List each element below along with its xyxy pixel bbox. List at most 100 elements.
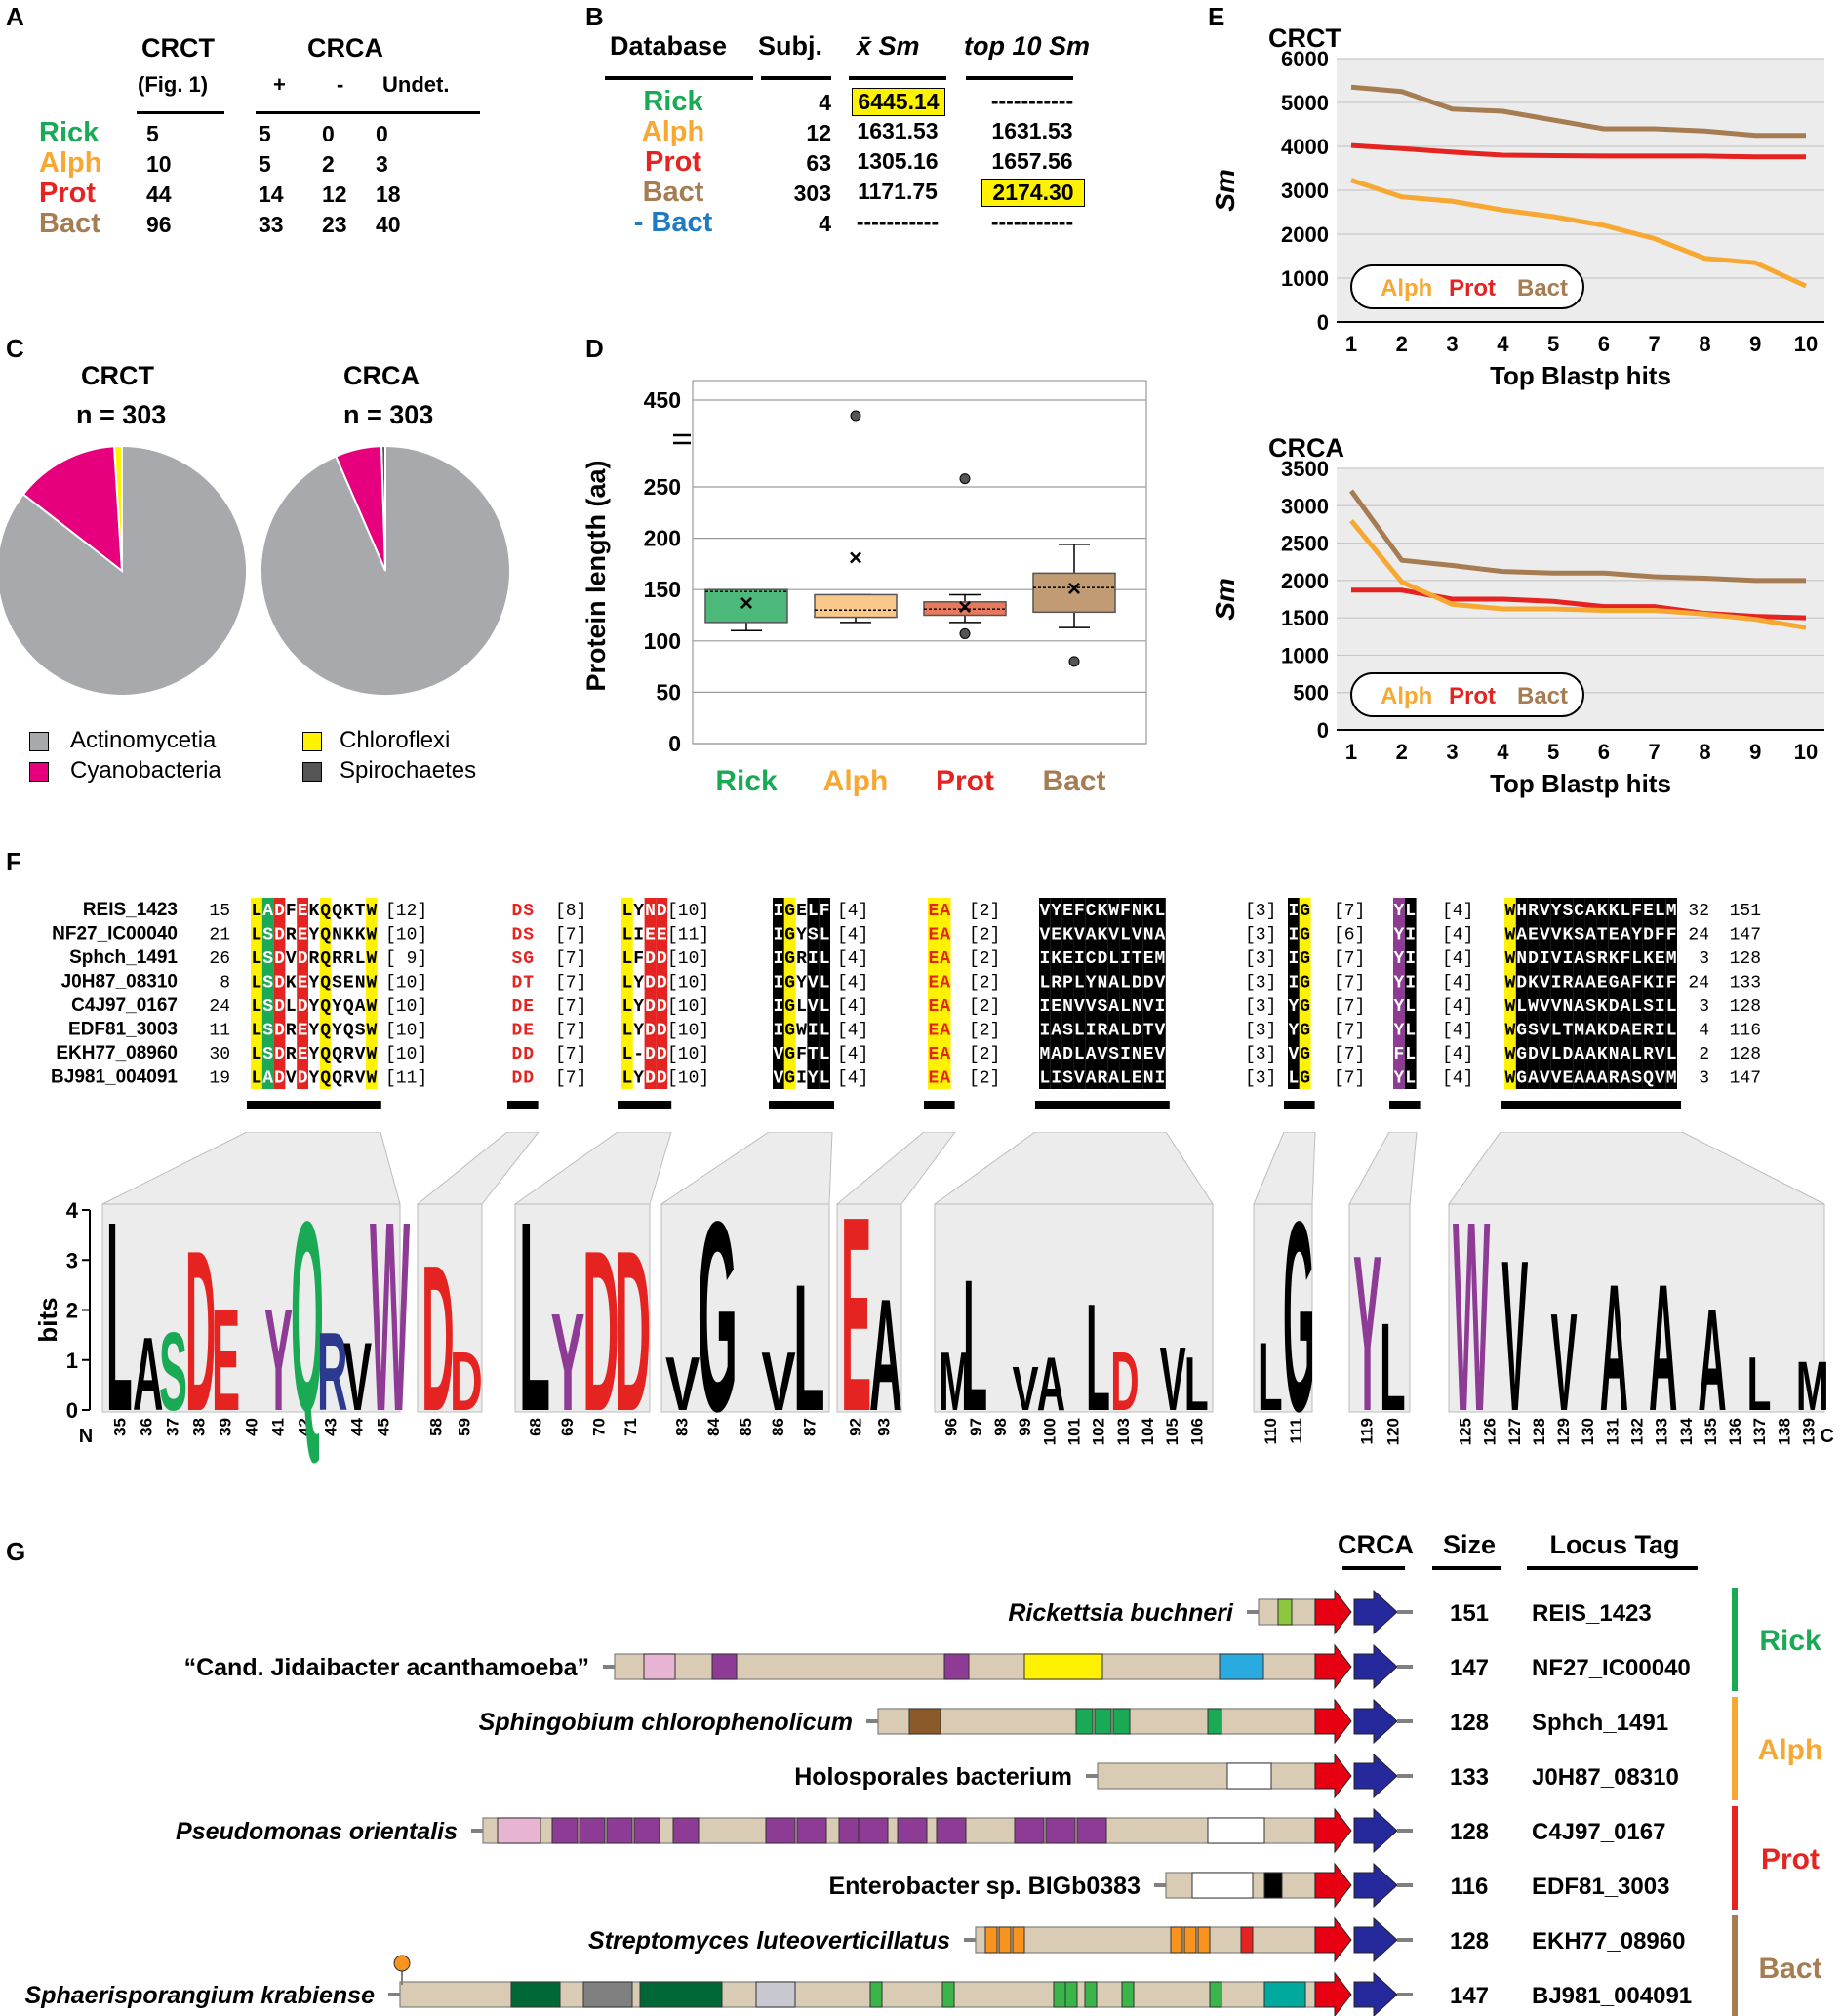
residue: I: [1655, 1022, 1665, 1041]
gap-length: [3]: [1245, 1069, 1276, 1089]
crct-arrow: [1314, 1589, 1352, 1635]
residue: Y: [308, 974, 319, 993]
residue-bg: [1085, 1065, 1097, 1089]
residue: I: [808, 1022, 819, 1041]
residue-bg: [1119, 1041, 1132, 1066]
residue-bg: [621, 898, 633, 922]
residue: K: [1597, 902, 1608, 921]
pie-crct-slice: [0, 444, 248, 697]
table-a-row-label: Alph: [39, 147, 102, 179]
residue: V: [1143, 997, 1154, 1017]
residue: V: [355, 1045, 366, 1065]
group-label: Rick: [1759, 1625, 1821, 1657]
table-a-cell: 0: [322, 121, 335, 146]
residue-bg: [261, 898, 274, 922]
domain-box: [606, 1817, 633, 1844]
residue: Y: [1288, 997, 1299, 1017]
residue: A: [1585, 1069, 1596, 1089]
residue-bg: [1404, 1065, 1417, 1089]
residue: V: [1097, 1045, 1107, 1065]
residue: Y: [1631, 926, 1642, 946]
residue: R: [1097, 1069, 1107, 1089]
block-bar: [769, 1101, 834, 1109]
seq-end-gap: 3: [1699, 1069, 1709, 1089]
residue: D: [1132, 974, 1142, 993]
residue: S: [1585, 997, 1596, 1017]
residue: K: [1597, 1022, 1608, 1041]
residue: E: [298, 926, 308, 946]
logo-position: 139: [1799, 1418, 1818, 1445]
residue: E: [298, 1022, 308, 1041]
y-tick-label: 250: [644, 474, 681, 500]
residue-bg: [1539, 946, 1551, 970]
residue: Q: [320, 1022, 331, 1041]
residue-bg: [1154, 1065, 1166, 1089]
residue: A: [1585, 1045, 1596, 1065]
residue: M: [1154, 949, 1165, 969]
logo-letter: L: [1747, 1343, 1772, 1428]
residue: L: [1655, 902, 1665, 921]
residue: D: [1528, 949, 1539, 969]
gene-size: 128: [1450, 1710, 1489, 1736]
domain-box: [998, 1926, 1012, 1954]
x-tick-label: 3: [1446, 332, 1458, 356]
logo-letter: Q: [291, 1166, 324, 1469]
domain-box: [1094, 1708, 1112, 1735]
logo-letter: W: [370, 1166, 410, 1469]
residue-bg: [1630, 1017, 1643, 1041]
residue: D: [298, 949, 308, 969]
domain-box: [510, 1981, 561, 2008]
residue-bg: [1504, 1065, 1516, 1089]
residue-bg: [819, 1041, 830, 1066]
residue: Y: [1288, 1022, 1299, 1041]
residue-bg: [1642, 1017, 1655, 1041]
domain-box: [869, 1981, 883, 2008]
residue-bg: [1393, 1017, 1405, 1041]
outlier: [959, 627, 971, 639]
residue: A: [1086, 926, 1097, 946]
logo-position: 38: [190, 1418, 209, 1436]
residue: L: [1551, 1045, 1562, 1065]
gap-length: [4]: [1442, 1045, 1473, 1065]
residue: D: [511, 1045, 522, 1065]
residue-bg: [1073, 1041, 1086, 1066]
table-a-subheader: (Fig. 1): [138, 72, 209, 97]
residue: N: [1097, 974, 1107, 993]
residue-bg: [656, 969, 668, 993]
residue-bg: [1050, 921, 1062, 946]
residue: D: [511, 997, 522, 1017]
logo-letter: E: [212, 1279, 240, 1442]
group-bracket: [1732, 1697, 1738, 1800]
logo-letter: V: [1013, 1354, 1039, 1425]
logo-position: 133: [1653, 1418, 1671, 1445]
residue-bg: [273, 898, 286, 922]
residue-bg: [1608, 921, 1620, 946]
locus-tag: EKH77_08960: [1532, 1928, 1685, 1955]
residue-bg: [1562, 969, 1574, 993]
residue: D: [645, 1069, 656, 1089]
crct-arrow: [1314, 1753, 1352, 1799]
residue: Q: [320, 902, 331, 921]
logo-position: 97: [967, 1418, 985, 1436]
residue-bg: [928, 993, 940, 1018]
residue: D: [645, 949, 656, 969]
residue: G: [784, 926, 795, 946]
residue: K: [1528, 974, 1539, 993]
residue-bg: [1142, 993, 1154, 1018]
residue: V: [773, 1045, 783, 1065]
residue: L: [1405, 1022, 1416, 1041]
residue-bg: [261, 993, 274, 1018]
logo-group-box: [1253, 1203, 1313, 1413]
residue-bg: [1573, 969, 1585, 993]
residue: D: [645, 974, 656, 993]
residue-bg: [1073, 946, 1086, 970]
residue-bg: [1665, 946, 1677, 970]
residue-bg: [1550, 993, 1562, 1018]
residue: Y: [633, 1069, 644, 1089]
residue: K: [1051, 949, 1061, 969]
table-b-cell: -----------: [990, 209, 1074, 234]
residue: D: [523, 1045, 534, 1065]
residue-bg: [1073, 898, 1086, 922]
crca-arrow: [1353, 1862, 1398, 1909]
residue: I: [1288, 902, 1299, 921]
